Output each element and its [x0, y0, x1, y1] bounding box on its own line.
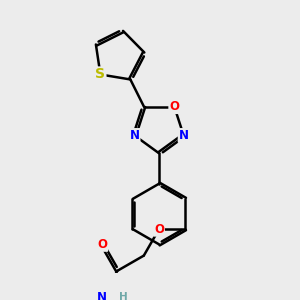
Text: O: O: [169, 100, 179, 113]
Text: N: N: [179, 129, 189, 142]
Text: N: N: [97, 291, 107, 300]
Text: H: H: [119, 292, 128, 300]
Text: O: O: [154, 223, 164, 236]
Text: O: O: [97, 238, 107, 251]
Text: S: S: [95, 68, 105, 82]
Text: N: N: [130, 129, 140, 142]
